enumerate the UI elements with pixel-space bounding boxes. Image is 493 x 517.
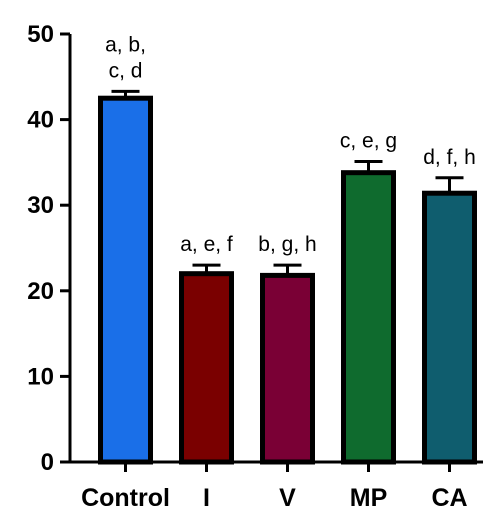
significance-label: c, d [109, 59, 143, 82]
y-tick-label: 10 [27, 363, 54, 390]
bar-control [98, 95, 153, 465]
x-tick-label: V [279, 484, 296, 512]
labels: 0 10 20 30 40 50 Control a, b, c, d Ia, e, f Vb, g… [27, 21, 475, 512]
y-tick-label: 40 [27, 107, 54, 134]
bars [98, 89, 477, 465]
x-tick-label: I [203, 484, 210, 512]
bar-mp [341, 170, 396, 465]
significance-label: b, g, h [258, 233, 316, 256]
significance-label: d, f, h [423, 146, 476, 169]
bar-v [260, 272, 315, 465]
significance-label: a, e, f [180, 233, 233, 256]
y-tick-label: 0 [41, 449, 54, 476]
y-tick-label: 50 [27, 21, 54, 48]
significance-label: c, e, g [340, 130, 397, 153]
y-tick-label: 30 [27, 192, 54, 219]
y-tick-label: 20 [27, 278, 54, 305]
x-tick-label: CA [431, 484, 467, 512]
x-tick-label: Control [81, 484, 170, 512]
bar-ca [422, 190, 477, 465]
bar-i [179, 271, 234, 465]
x-tick-label: MP [350, 484, 388, 512]
significance-label: a, b, [105, 33, 146, 56]
